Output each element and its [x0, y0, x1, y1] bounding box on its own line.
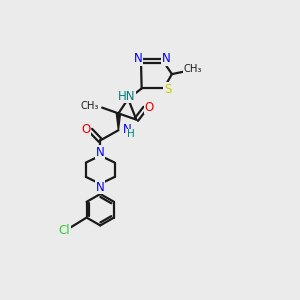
Text: CH₃: CH₃ — [81, 101, 99, 111]
Text: N: N — [134, 52, 142, 65]
Polygon shape — [116, 113, 121, 130]
Text: N: N — [96, 146, 105, 159]
Text: S: S — [164, 83, 171, 96]
Text: Cl: Cl — [58, 224, 70, 237]
Text: CH₃: CH₃ — [184, 64, 202, 74]
Text: HN: HN — [118, 90, 136, 103]
Text: N: N — [96, 181, 105, 194]
Text: H: H — [127, 129, 135, 139]
Text: N: N — [123, 123, 132, 136]
Text: N: N — [161, 52, 170, 65]
Text: O: O — [145, 100, 154, 114]
Text: O: O — [82, 123, 91, 136]
